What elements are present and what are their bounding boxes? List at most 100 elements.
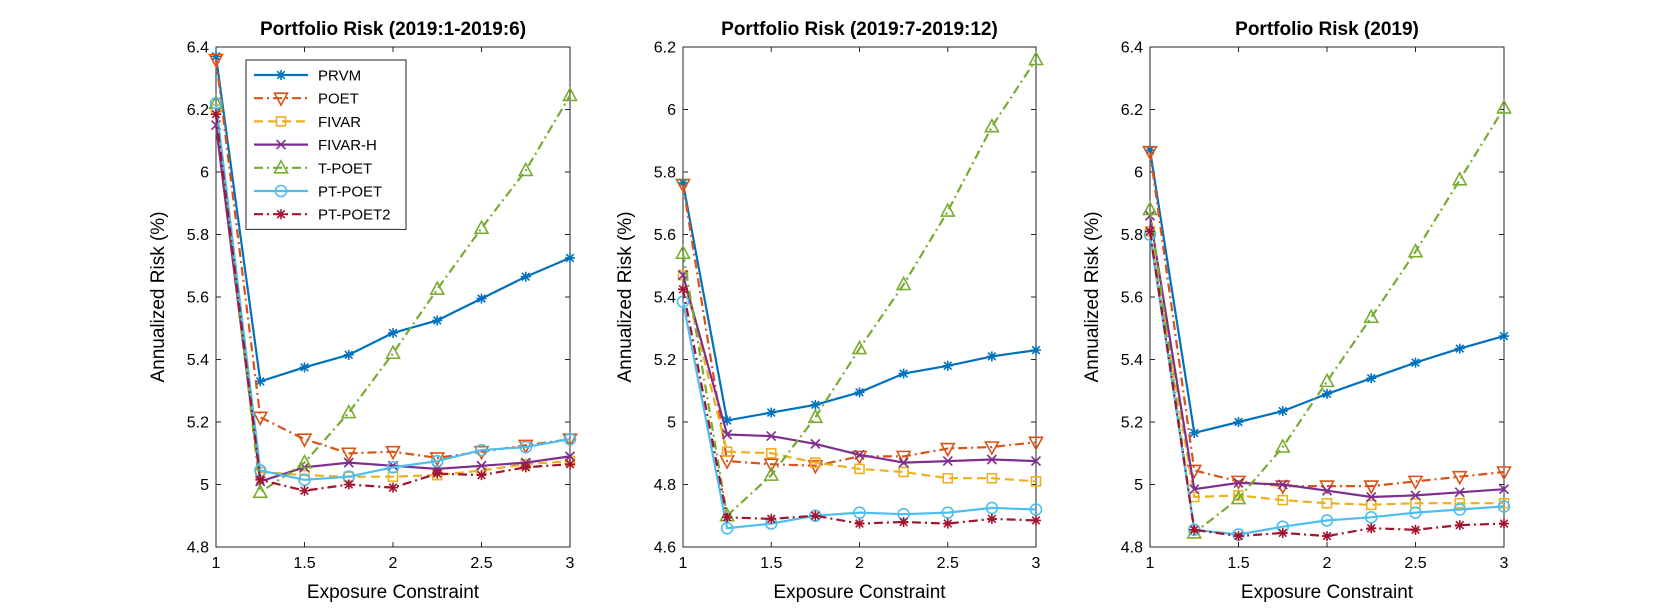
data-point-t-poet: [1274, 438, 1291, 453]
data-point-fivar-h: [476, 460, 487, 471]
data-point-prvm: [898, 368, 909, 379]
series-pt-poet2: [678, 284, 1041, 529]
series-pt-poet: [676, 295, 1043, 535]
y-tick-label: 6.4: [1121, 40, 1143, 57]
data-point-pt-poet2: [255, 474, 266, 485]
data-point-poet: [1028, 436, 1044, 451]
data-point-t-poet: [1319, 372, 1335, 388]
chart-panel-1: 1 1.5 2 2.5 3 4.8 5 5.2 5.4 5.6 5.8 6 6.2 6.4 Portfoli…: [148, 19, 578, 603]
data-point-t-poet: [1363, 308, 1380, 324]
data-point-pt-poet: [430, 454, 444, 468]
y-tick-label: 5.8: [187, 227, 209, 244]
y-axis-label: Annualized Risk (%): [148, 211, 169, 382]
data-point-t-poet: [340, 403, 357, 419]
data-point-prvm: [343, 349, 354, 360]
data-point-fivar-h: [1030, 455, 1042, 467]
y-tick-label: 5.2: [654, 352, 676, 369]
data-point-fivar-h: [1454, 487, 1465, 498]
legend-item: PRVM: [254, 68, 361, 85]
data-point-pt-poet2: [388, 482, 398, 493]
data-point-t-poet: [296, 453, 313, 469]
data-point-pt-poet: [985, 501, 999, 515]
data-point-fivar: [765, 447, 777, 459]
data-point-poet: [675, 178, 691, 194]
data-point-fivar-h: [898, 457, 909, 468]
data-point-t-poet: [429, 280, 446, 295]
data-point-prvm: [1189, 427, 1200, 438]
data-point-pt-poet2: [1277, 527, 1288, 538]
series-line-pt-poet: [681, 301, 1037, 530]
data-point-fivar-h: [1233, 477, 1244, 489]
chart-panel-3: 1 1.5 2 2.5 3 4.8 5 5.2 5.4 5.6 5.8 6 6.2 6.4 Portfoli…: [1082, 19, 1512, 603]
data-point-t-poet: [1496, 99, 1512, 114]
y-tick-label: 6.2: [1121, 102, 1143, 119]
data-point-t-poet: [473, 219, 490, 235]
y-tick-label: 5: [667, 415, 676, 432]
chart-title: Portfolio Risk (2019:7-2019:12): [721, 19, 998, 40]
data-point-pt-poet2: [1145, 226, 1155, 237]
data-point-t-poet: [984, 118, 1000, 133]
x-tick-label: 1: [1146, 555, 1155, 572]
data-point-pt-poet2: [1454, 520, 1465, 531]
data-point-t-poet: [1407, 243, 1424, 258]
y-tick-label: 6: [667, 102, 676, 119]
data-point-fivar: [1454, 497, 1466, 509]
data-point-poet: [252, 411, 269, 426]
data-point-prvm: [211, 51, 221, 62]
data-point-pt-poet2: [432, 468, 443, 479]
data-point-prvm: [388, 327, 398, 338]
plot-area: [682, 46, 1037, 548]
series-line-poet: [681, 184, 1037, 467]
data-point-poet: [1363, 480, 1380, 495]
y-tick-label: 5.2: [1121, 415, 1143, 432]
y-axis-label: Annualized Risk (%): [1082, 211, 1103, 382]
legend-item: T-POET: [254, 159, 372, 177]
y-tick-label: 5.4: [654, 290, 676, 307]
chart-title: Portfolio Risk (2019:1-2019:6): [260, 19, 526, 40]
y-tick-label: 5: [200, 477, 209, 494]
series-line-fivar: [681, 274, 1037, 483]
y-tick-label: 6: [200, 165, 209, 182]
data-point-prvm: [432, 315, 443, 326]
data-point-pt-poet2: [476, 470, 487, 481]
series-fivar-h: [1144, 210, 1510, 503]
x-axis-label: Exposure Constraint: [1241, 582, 1414, 603]
data-point-pt-poet2: [898, 517, 909, 527]
data-point-pt-poet2: [565, 459, 575, 470]
y-axis-label: Annualized Risk (%): [615, 211, 636, 382]
data-point-poet: [296, 433, 313, 448]
data-point-poet: [429, 452, 446, 467]
series-line-t-poet: [1148, 107, 1505, 535]
data-point-pt-poet: [1029, 503, 1043, 516]
data-point-pt-poet: [1453, 503, 1467, 516]
data-point-pt-poet: [563, 432, 577, 446]
data-point-pt-poet2: [299, 485, 310, 496]
data-point-pt-poet2: [1366, 523, 1377, 534]
data-point-fivar-h: [722, 429, 733, 440]
data-point-prvm: [942, 360, 953, 371]
legend-marker: [273, 159, 289, 174]
data-point-prvm: [1366, 373, 1377, 384]
data-point-t-poet: [1028, 50, 1044, 66]
data-point-fivar: [1277, 494, 1289, 506]
y-tick-label: 4.8: [654, 477, 676, 494]
data-point-pt-poet: [676, 295, 690, 308]
legend-label: T-POET: [318, 160, 372, 177]
data-point-fivar-h: [986, 454, 997, 465]
y-tick-label: 5.6: [187, 290, 209, 307]
data-point-poet: [895, 450, 912, 466]
legend: PRVM POET FIVAR FIVAR-H T-POET PT-POET PT-POET…: [245, 59, 407, 230]
plot-area: [1149, 46, 1505, 548]
x-tick-label: 2.5: [937, 555, 959, 572]
data-point-fivar: [810, 457, 821, 468]
data-point-pt-poet2: [1322, 531, 1332, 542]
data-point-pt-poet: [1409, 506, 1422, 519]
series-pt-poet2: [1145, 226, 1509, 542]
y-tick-label: 4.8: [187, 540, 209, 557]
series-pt-poet: [209, 96, 577, 487]
series-prvm: [1145, 145, 1509, 438]
y-tick-label: 6.2: [187, 102, 209, 119]
legend-item: FIVAR-H: [254, 137, 377, 154]
series-t-poet: [675, 50, 1044, 522]
